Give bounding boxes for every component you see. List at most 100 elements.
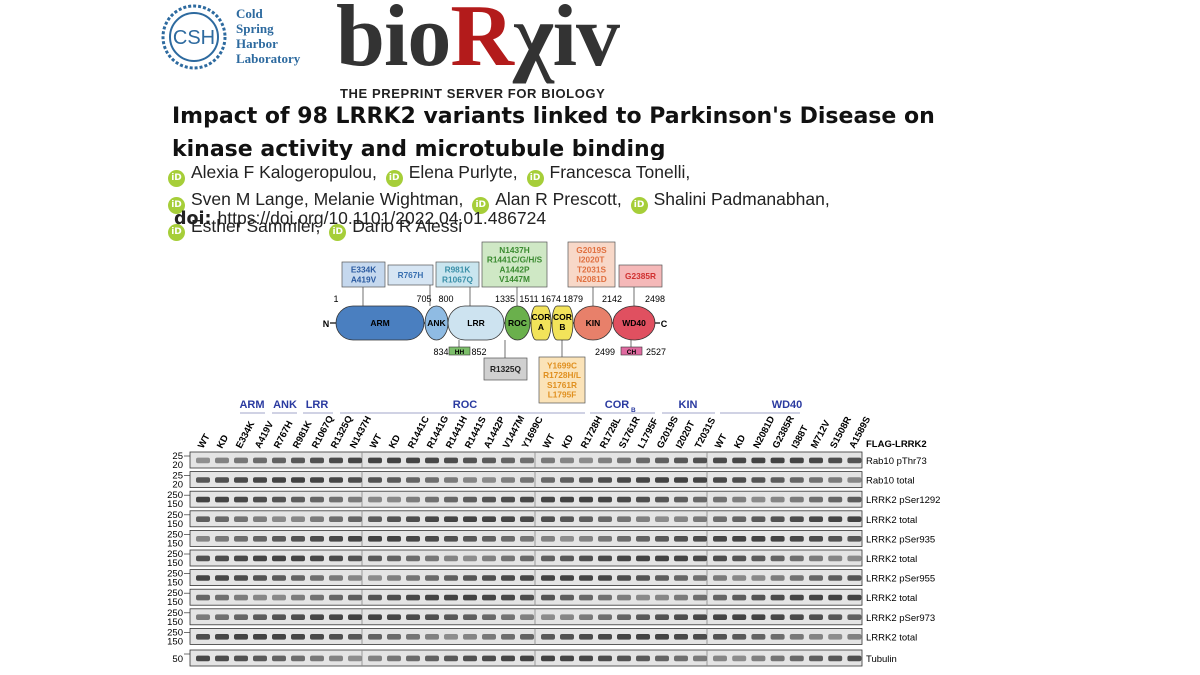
band xyxy=(348,457,362,464)
group-label: KIN xyxy=(679,399,698,411)
c-terminus: C xyxy=(661,319,668,329)
band xyxy=(713,536,727,542)
band xyxy=(234,496,248,503)
domain xyxy=(335,305,425,341)
band xyxy=(770,516,785,522)
band xyxy=(541,496,555,503)
band xyxy=(196,496,210,503)
variant-box xyxy=(618,264,663,288)
band xyxy=(828,516,843,522)
band xyxy=(310,457,324,464)
band xyxy=(541,575,555,581)
residue-position: 2142 xyxy=(602,294,622,304)
band xyxy=(425,457,439,464)
wordmark: bioRχiv xyxy=(336,0,620,87)
band xyxy=(674,496,688,503)
variant-label: G2019S xyxy=(576,245,607,255)
band xyxy=(598,575,612,581)
variant-box xyxy=(483,357,528,381)
band xyxy=(579,614,593,620)
doi-url[interactable]: https://doi.org/10.1101/2022.04.01.48672… xyxy=(217,208,547,228)
band xyxy=(579,594,593,601)
band xyxy=(847,594,862,601)
band xyxy=(809,536,823,542)
band xyxy=(387,594,401,601)
band xyxy=(291,575,305,581)
band xyxy=(387,575,401,581)
band xyxy=(617,536,631,542)
band xyxy=(291,496,305,503)
band xyxy=(828,477,843,483)
band xyxy=(732,575,747,581)
band xyxy=(387,555,401,562)
band xyxy=(598,457,612,464)
lane-label: WT xyxy=(713,432,730,450)
band xyxy=(348,536,362,542)
band xyxy=(847,575,862,581)
band xyxy=(809,555,823,562)
band xyxy=(329,575,343,581)
mw-marker: 20 xyxy=(172,460,183,471)
band xyxy=(674,477,688,483)
band xyxy=(463,634,477,640)
band xyxy=(560,634,574,640)
wordmark-part: bio xyxy=(336,0,451,85)
band xyxy=(751,575,766,581)
band xyxy=(463,555,477,562)
band xyxy=(579,575,593,581)
band xyxy=(272,655,286,662)
band xyxy=(847,536,862,542)
orcid-icon: iD xyxy=(472,197,490,214)
band xyxy=(693,655,707,662)
band xyxy=(501,655,515,662)
orcid-icon: iD xyxy=(168,197,185,214)
band xyxy=(674,555,688,562)
lane-label: KD xyxy=(732,433,748,450)
band xyxy=(732,634,747,640)
band xyxy=(828,575,843,581)
band xyxy=(501,457,515,464)
band xyxy=(368,634,382,640)
band xyxy=(406,536,420,542)
motif xyxy=(620,346,643,356)
band xyxy=(809,496,823,503)
band xyxy=(482,457,496,464)
mw-marker: 250 xyxy=(167,490,183,501)
row-label: LRRK2 total xyxy=(866,632,917,643)
band xyxy=(501,594,515,601)
band xyxy=(310,516,324,522)
band xyxy=(636,536,650,542)
domain-label: KIN xyxy=(586,318,601,328)
author-name: Alexia F Kalogeropulou, xyxy=(191,162,377,182)
band xyxy=(751,614,766,620)
band xyxy=(253,457,267,464)
lane-label: I388T xyxy=(790,424,811,451)
band xyxy=(482,555,496,562)
domain-label: COR xyxy=(532,312,551,322)
band xyxy=(520,536,534,542)
band xyxy=(406,594,420,601)
band xyxy=(789,634,804,640)
lane-label: WT xyxy=(541,432,558,450)
mw-marker: 25 xyxy=(172,471,183,482)
csh-badge: CSH xyxy=(173,27,215,49)
band xyxy=(560,575,574,581)
band xyxy=(770,496,785,503)
band xyxy=(425,496,439,503)
band xyxy=(444,575,458,581)
band xyxy=(310,634,324,640)
band xyxy=(387,496,401,503)
band xyxy=(828,614,843,620)
domain-label: A xyxy=(538,322,544,332)
band xyxy=(713,575,727,581)
band xyxy=(847,477,862,483)
motif xyxy=(448,346,471,356)
band xyxy=(598,555,612,562)
variant-label: T2031S xyxy=(577,264,607,274)
band xyxy=(713,614,727,620)
band xyxy=(482,536,496,542)
band xyxy=(444,477,458,483)
band xyxy=(368,594,382,601)
residue-position: 800 xyxy=(438,294,453,304)
band xyxy=(828,555,843,562)
